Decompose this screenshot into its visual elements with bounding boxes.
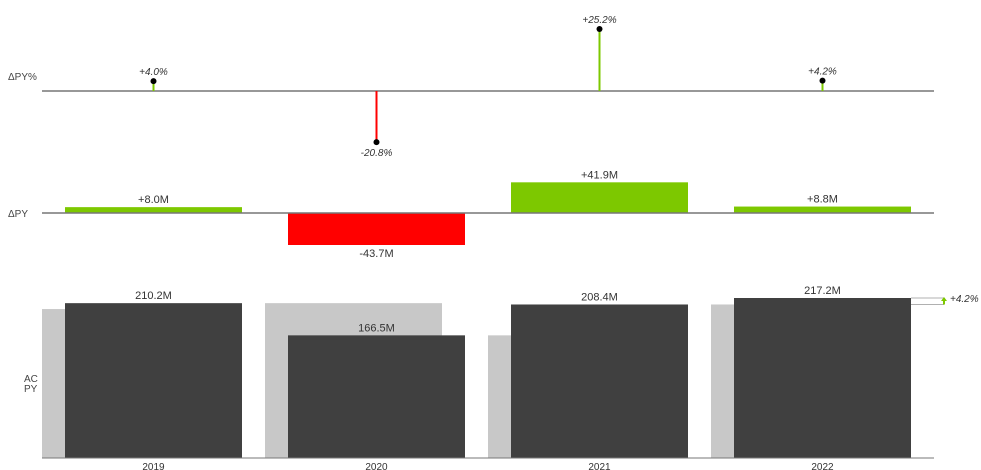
ac-value-label: 208.4M — [581, 291, 618, 303]
delta-py-percent-marks: +4.0% -20.8% +25.2% +4.2% — [139, 15, 837, 159]
ac-bar — [65, 303, 242, 458]
total-change-label: +4.2% — [950, 294, 979, 305]
delta-py-percent-label: +4.0% — [139, 67, 168, 78]
category-tick-label: 2019 — [142, 462, 165, 470]
delta-py-bar-positive — [65, 207, 242, 213]
ac-value-label: 166.5M — [358, 322, 395, 334]
delta-py-row: ΔPY +8.0M -43.7M +41.9M +8.8M — [8, 169, 934, 260]
ac-value-label: 210.2M — [135, 290, 172, 302]
row-label-delta-py-percent: ΔPY% — [8, 72, 37, 83]
row-label-ac: AC — [24, 374, 38, 385]
delta-py-percent-head — [373, 139, 380, 146]
delta-py-bar-positive — [734, 206, 911, 213]
ac-py-bars: 210.2M 166.5M 208.4M 217.2M — [42, 285, 911, 458]
delta-py-percent-row: ΔPY% +4.0% -20.8% +25.2% +4.2% — [8, 15, 934, 159]
row-label-py: PY — [24, 384, 38, 395]
delta-py-value-label: -43.7M — [359, 248, 393, 260]
total-change-indicator: +4.2% — [911, 294, 979, 305]
ac-bar — [734, 298, 911, 458]
delta-py-percent-label: -20.8% — [361, 148, 393, 159]
category-tick-label: 2021 — [588, 462, 611, 470]
category-tick-labels: 2019 2020 2021 2022 — [142, 462, 834, 470]
total-change-arrow — [941, 297, 947, 301]
ac-bar — [288, 335, 465, 458]
delta-py-bar-negative — [288, 213, 465, 245]
ac-bar — [511, 304, 688, 458]
category-tick-label: 2020 — [365, 462, 388, 470]
delta-py-percent-head — [819, 77, 826, 84]
delta-py-bars: +8.0M -43.7M +41.9M +8.8M — [65, 169, 911, 260]
delta-py-value-label: +41.9M — [581, 169, 618, 181]
delta-py-value-label: +8.8M — [807, 194, 838, 206]
delta-py-percent-head — [150, 78, 157, 85]
delta-py-bar-positive — [511, 182, 688, 213]
delta-py-percent-label: +25.2% — [582, 15, 616, 26]
delta-py-percent-head — [596, 26, 603, 32]
ac-value-label: 217.2M — [804, 285, 841, 297]
row-label-delta-py: ΔPY — [8, 209, 28, 220]
delta-py-value-label: +8.0M — [138, 194, 169, 206]
category-tick-label: 2022 — [811, 462, 834, 470]
delta-py-percent-label: +4.2% — [808, 67, 837, 78]
